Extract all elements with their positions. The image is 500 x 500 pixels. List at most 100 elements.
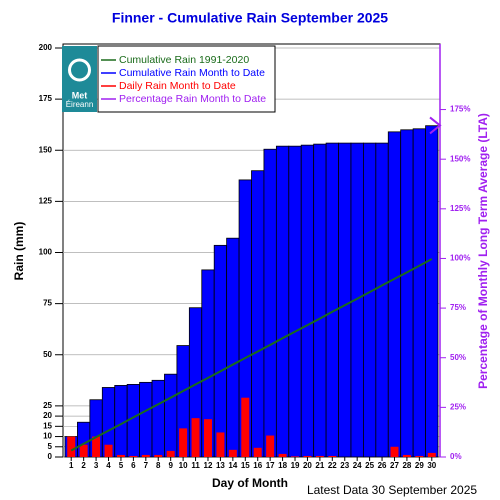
- daily-bar: [315, 455, 324, 457]
- cumulative-bar: [300, 144, 315, 458]
- x-tick-label: 21: [315, 461, 324, 470]
- logo-text: Éireann: [66, 100, 94, 109]
- cumulative-bar: [400, 129, 414, 458]
- lta-line: [70, 258, 433, 452]
- daily-bar: [191, 418, 200, 457]
- daily-bar: [291, 456, 300, 457]
- cumulative-bar: [164, 373, 178, 458]
- daily-bar: [328, 455, 337, 457]
- x-tick-label: 18: [278, 461, 287, 470]
- daily-bar: [278, 453, 287, 457]
- cumulative-bar: [139, 381, 153, 458]
- x-tick-label: 8: [156, 461, 161, 470]
- daily-bar: [216, 432, 225, 457]
- cumulative-bar: [338, 142, 352, 458]
- legend-box: [97, 45, 276, 113]
- y-tick-label: 100: [39, 248, 53, 257]
- y-tick-label: 0: [48, 452, 53, 461]
- x-tick-label: 9: [168, 461, 173, 470]
- y-tick-label: 75: [43, 299, 52, 308]
- x-tick-label: 6: [131, 461, 136, 470]
- x-tick-label: 19: [291, 461, 300, 470]
- y-tick-label: 15: [43, 421, 52, 430]
- x-tick-label: 27: [390, 461, 399, 470]
- daily-bar: [67, 436, 76, 457]
- cumulative-bar: [375, 142, 389, 458]
- daily-bar: [390, 446, 399, 457]
- x-tick-label: 16: [253, 461, 262, 470]
- y2-tick-label: 50%: [450, 353, 466, 362]
- y2-tick-label: 150%: [450, 154, 470, 163]
- y2-tick-label: 100%: [450, 254, 470, 263]
- daily-bar: [129, 455, 138, 457]
- cumulative-bar: [275, 145, 290, 458]
- y-tick-label: 50: [43, 350, 52, 359]
- cumulative-bar: [325, 142, 339, 458]
- y-tick-label: 25: [43, 401, 52, 410]
- y2-tick-label: 125%: [450, 204, 470, 213]
- daily-bar: [104, 444, 113, 457]
- legend-label: Cumulative Rain Month to Date: [119, 67, 265, 79]
- cumulative-bar: [251, 170, 265, 458]
- daily-bar: [141, 454, 150, 457]
- x-tick-label: 13: [216, 461, 225, 470]
- y-tick-label: 125: [39, 196, 53, 205]
- x-tick-label: 5: [119, 461, 124, 470]
- daily-bar: [79, 444, 88, 457]
- daily-bar: [241, 397, 250, 457]
- cumulative-bar: [288, 145, 302, 458]
- daily-bar: [427, 452, 436, 457]
- cumulative-bar: [226, 237, 240, 458]
- y2-axis-label: Percentage of Monthly Long Term Average …: [476, 113, 490, 389]
- daily-bar: [166, 450, 175, 457]
- x-tick-label: 22: [328, 461, 337, 470]
- logo-icon: [68, 58, 91, 82]
- x-tick-label: 3: [94, 461, 99, 470]
- y-tick-label: 5: [48, 442, 53, 451]
- x-tick-label: 29: [415, 461, 424, 470]
- cumulative-bar: [412, 128, 426, 458]
- daily-bar: [228, 449, 237, 457]
- x-tick-label: 17: [266, 461, 275, 470]
- cumulative-bar: [213, 244, 228, 458]
- x-tick-label: 10: [179, 461, 188, 470]
- daily-bar: [415, 455, 424, 457]
- daily-bar: [253, 447, 262, 457]
- x-tick-label: 24: [353, 461, 362, 470]
- x-tick-label: 1: [69, 461, 74, 470]
- x-tick-label: 23: [340, 461, 349, 470]
- daily-bar: [154, 454, 163, 457]
- y2-tick-label: 175%: [450, 105, 470, 114]
- cumulative-bar: [263, 148, 277, 458]
- y-tick-label: 20: [43, 411, 52, 420]
- y2-tick-label: 25%: [450, 402, 466, 411]
- x-tick-label: 25: [365, 461, 374, 470]
- daily-bar: [402, 454, 411, 457]
- x-tick-label: 30: [427, 461, 436, 470]
- y-tick-label: 200: [39, 43, 53, 52]
- x-tick-label: 28: [402, 461, 411, 470]
- legend-label: Cumulative Rain 1991-2020: [119, 54, 249, 66]
- percentage-marker: [429, 116, 442, 135]
- daily-bar: [116, 454, 125, 457]
- x-tick-label: 20: [303, 461, 312, 470]
- x-axis-label: Day of Month: [212, 476, 288, 490]
- y2-tick-label: 0%: [450, 452, 462, 461]
- legend-label: Percentage Rain Month to Date: [119, 93, 266, 105]
- daily-bar: [303, 455, 312, 457]
- cumulative-bar: [425, 125, 439, 458]
- x-tick-label: 11: [191, 461, 200, 470]
- cumulative-bar: [151, 379, 165, 458]
- cumulative-bar: [387, 131, 402, 458]
- daily-bar: [203, 419, 212, 457]
- x-tick-label: 14: [228, 461, 237, 470]
- cumulative-bar: [313, 143, 327, 458]
- y-tick-label: 10: [43, 432, 52, 441]
- x-tick-label: 4: [106, 461, 111, 470]
- x-tick-label: 26: [378, 461, 387, 470]
- y-axis-label: Rain (mm): [12, 222, 26, 281]
- y-tick-label: 175: [39, 94, 53, 103]
- daily-bar: [266, 435, 275, 457]
- y-tick-label: 150: [39, 145, 53, 154]
